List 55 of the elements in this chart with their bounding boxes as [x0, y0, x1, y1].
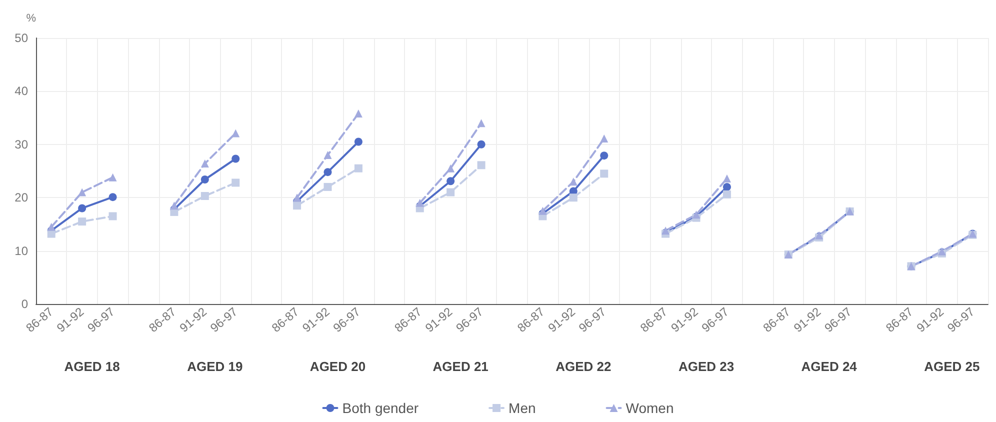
point: [569, 194, 578, 202]
point: [200, 160, 209, 168]
text: AGED 22: [556, 359, 612, 374]
point: [108, 193, 117, 202]
point: [354, 164, 362, 172]
point: [722, 190, 731, 198]
point: [324, 151, 332, 160]
point: [78, 204, 86, 212]
point: [232, 154, 240, 163]
y-tick-label: 10: [14, 244, 28, 258]
y-tick-label: 50: [14, 31, 28, 45]
point: [600, 170, 608, 178]
point: [722, 182, 731, 191]
y-tick-label: 30: [14, 137, 28, 152]
text: AGED 20: [310, 359, 366, 374]
y-tick-label: 0: [21, 297, 28, 311]
legend-label: Women: [626, 400, 674, 416]
point: [78, 218, 86, 226]
point: [108, 173, 117, 182]
point: [232, 178, 240, 187]
point: [78, 188, 86, 196]
text: AGED 19: [187, 359, 243, 374]
point: [324, 168, 332, 176]
y-axis-title: %: [26, 12, 36, 24]
point: [538, 206, 547, 215]
point: [446, 177, 455, 186]
point: [293, 194, 302, 202]
point: [200, 192, 209, 200]
point: [232, 129, 240, 138]
y-tick-label: 20: [14, 190, 28, 205]
point: [477, 161, 486, 170]
point: [446, 188, 455, 196]
point: [293, 202, 302, 210]
text: AGED 18: [64, 359, 120, 374]
y-tick-label: 40: [14, 84, 28, 98]
point: [477, 119, 486, 128]
legend-label: Both gender: [342, 400, 419, 416]
point: [600, 134, 608, 143]
text: AGED 23: [678, 359, 734, 374]
point: [200, 176, 209, 184]
point: [722, 174, 731, 182]
point: [47, 222, 56, 231]
text: AGED 25: [924, 359, 980, 374]
point: [477, 140, 486, 148]
text: AGED 21: [432, 359, 488, 374]
point: [108, 212, 117, 220]
point: [170, 202, 178, 210]
point: [324, 182, 332, 191]
point: [600, 152, 608, 160]
point: [446, 164, 455, 172]
point: [354, 110, 362, 118]
text: AGED 24: [801, 359, 858, 374]
point: [416, 198, 424, 207]
point: [354, 138, 362, 146]
legend-label: Men: [508, 400, 536, 416]
